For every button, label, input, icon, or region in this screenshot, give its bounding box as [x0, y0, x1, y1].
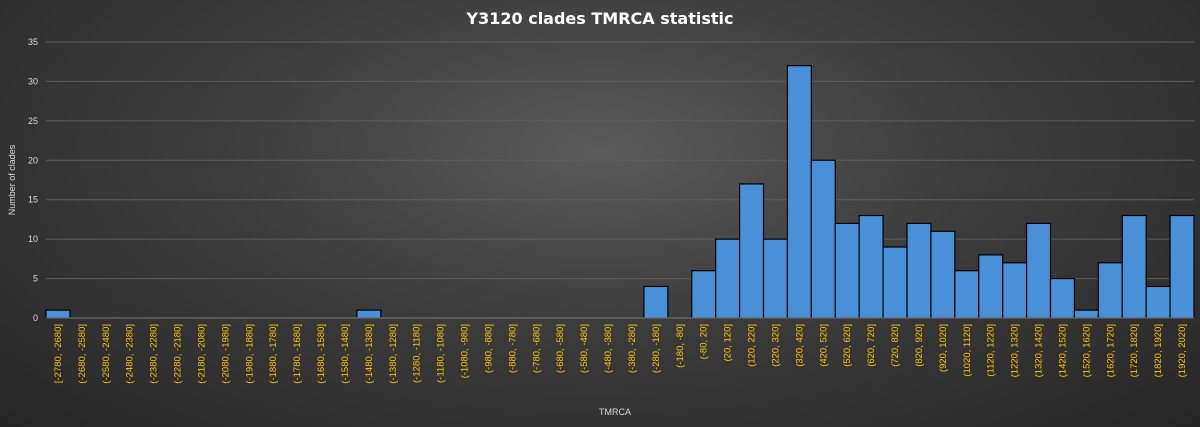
x-tick-label: (-1180, -1080]: [436, 324, 447, 383]
x-tick-label: (1520, 1620]: [1081, 324, 1092, 377]
x-tick-label: (-880, -780]: [507, 324, 518, 373]
bar: [810, 159, 836, 319]
bar: [1169, 214, 1195, 319]
y-tick-label: 5: [33, 274, 38, 284]
x-tick-label: (1820, 1920]: [1153, 324, 1164, 377]
bar: [786, 65, 812, 319]
x-tick-label: (-2680, -2580]: [77, 324, 88, 384]
x-tick-label: (-1380, -1280]: [388, 324, 399, 384]
x-tick-label: (1920, 2020]: [1177, 324, 1188, 377]
x-tick-label: (920, 1020]: [938, 324, 949, 372]
y-tick-label: 30: [28, 76, 38, 86]
y-tick-label: 0: [33, 313, 38, 323]
bars: [45, 65, 1195, 319]
x-tick-label: (1020, 1120]: [962, 324, 973, 377]
bar: [643, 285, 669, 319]
bar: [954, 270, 980, 319]
gridlines: [46, 41, 1194, 319]
x-tick-label: (1120, 1220]: [986, 324, 997, 377]
bar: [1073, 309, 1099, 319]
x-axis-ticks: [-2780, -2680] (-2680, -2580] (-2580, -248…: [53, 324, 1188, 384]
x-tick-label: (120, 220]: [747, 324, 758, 367]
x-tick-label: (-1780, -1680]: [292, 324, 303, 384]
x-tick-label: (-1480, -1380]: [364, 324, 375, 384]
bar: [1121, 214, 1147, 319]
x-tick-label: (1720, 1820]: [1129, 324, 1140, 377]
x-tick-label: (1420, 1520]: [1057, 324, 1068, 377]
y-tick-label: 35: [28, 37, 38, 47]
bar: [45, 309, 71, 319]
x-tick-label: (-1880, -1780]: [268, 324, 279, 384]
bar: [1025, 222, 1052, 319]
x-tick-label: (820, 920]: [914, 324, 925, 367]
bar: [1097, 262, 1123, 319]
x-tick-label: (-780, -680]: [531, 324, 542, 373]
x-tick-label: (-2080, -1980]: [220, 324, 231, 384]
y-axis-ticks: 0 5 10 15 20 25 30 35: [28, 37, 38, 323]
bar: [834, 222, 860, 319]
y-tick-label: 10: [28, 234, 38, 244]
bar: [715, 238, 741, 319]
x-tick-label: (20, 120]: [723, 324, 734, 362]
x-tick-label: (-480, -380]: [603, 324, 614, 373]
x-tick-label: (620, 720]: [866, 324, 877, 367]
bar: [930, 230, 956, 319]
bar: [978, 254, 1004, 319]
x-tick-label: (-280, -180]: [651, 324, 662, 373]
x-tick-label: (-2480, -2380]: [125, 324, 136, 384]
bar: [882, 246, 908, 319]
bar: [1002, 262, 1028, 319]
y-tick-label: 20: [28, 155, 38, 165]
bar: [691, 270, 717, 319]
x-tick-label: (-1680, -1580]: [316, 324, 327, 384]
x-tick-label: (-1580, -1480]: [340, 324, 351, 384]
x-tick-label: (-1280, -1180]: [412, 324, 423, 383]
bar: [1049, 277, 1076, 319]
x-tick-label: (-980, -880]: [483, 324, 494, 373]
y-tick-label: 15: [28, 195, 38, 205]
x-tick-label: (-380, -280]: [627, 324, 638, 373]
x-tick-label: (-2180, -2080]: [196, 324, 207, 384]
bar: [1145, 285, 1171, 319]
x-axis-label: TMRCA: [599, 407, 631, 417]
x-tick-label: (520, 620]: [842, 324, 853, 367]
x-tick-label: (-80, 20]: [699, 324, 710, 359]
bar: [906, 222, 932, 319]
chart-title: Y3120 clades TMRCA statistic: [466, 9, 734, 28]
x-tick-label: (720, 820]: [890, 324, 901, 367]
x-tick-label: (320, 420]: [794, 324, 805, 367]
x-tick-label: (-580, -480]: [579, 324, 590, 373]
x-tick-label: (220, 320]: [770, 324, 781, 367]
x-tick-label: (1320, 1420]: [1034, 324, 1045, 377]
x-tick-label: (1220, 1320]: [1010, 324, 1021, 377]
x-tick-label: (-180, -80]: [675, 324, 686, 368]
x-tick-label: (1620, 1720]: [1105, 324, 1116, 377]
bar: [858, 214, 884, 319]
x-tick-label: (-1080, -980]: [460, 324, 471, 378]
x-tick-label: [-2780, -2680]: [53, 324, 64, 383]
x-tick-label: (-1980, -1880]: [244, 324, 255, 384]
y-tick-label: 25: [28, 116, 38, 126]
x-tick-label: (-2580, -2480]: [101, 324, 112, 384]
bar: [762, 238, 789, 319]
bar: [738, 183, 765, 319]
x-tick-label: (-680, -580]: [555, 324, 566, 373]
bar: [356, 309, 382, 319]
x-tick-label: (420, 520]: [818, 324, 829, 367]
x-tick-label: (-2280, -2180]: [173, 324, 184, 384]
x-tick-label: (-2380, -2280]: [149, 324, 160, 384]
y-axis-label: Number of clades: [7, 144, 17, 215]
